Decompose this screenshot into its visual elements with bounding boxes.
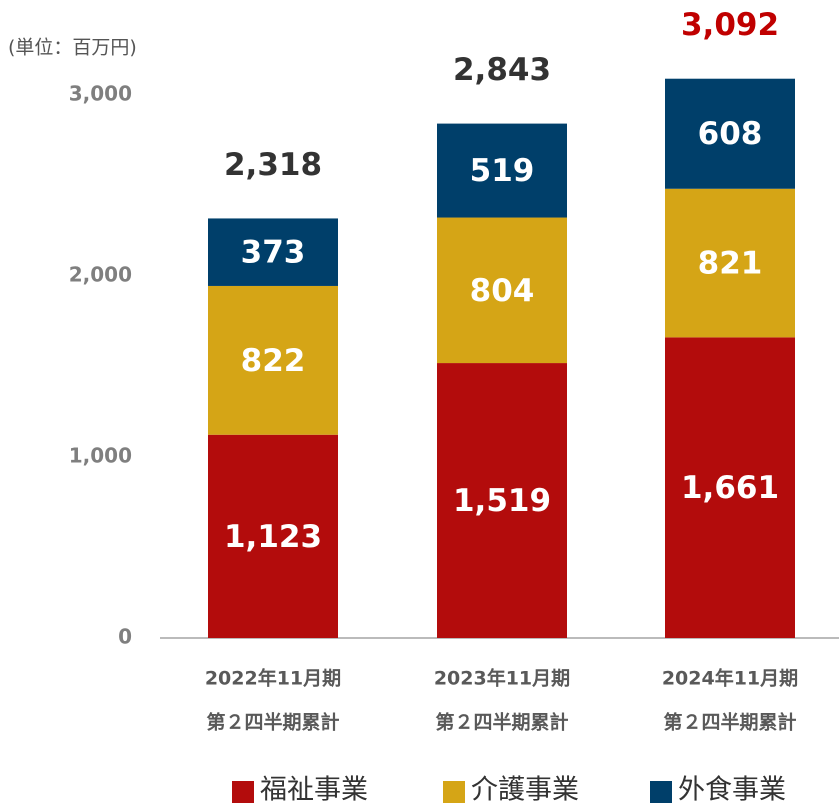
data-label: 1,519 [453, 483, 551, 519]
total-label: 3,092 [681, 7, 779, 43]
bar-segment [665, 78, 795, 189]
legend-label: 介護事業 [471, 775, 579, 805]
bar-segment [437, 123, 567, 218]
data-label: 821 [698, 246, 763, 282]
data-label: 822 [241, 343, 306, 379]
legend-label: 福祉事業 [260, 775, 368, 805]
data-label: 1,661 [681, 470, 779, 506]
bar-segment [665, 188, 795, 338]
bar-segment [437, 217, 567, 364]
data-label: 373 [241, 235, 306, 271]
y-tick-label: 0 [118, 625, 132, 649]
legend-swatch [443, 781, 465, 803]
y-tick-label: 3,000 [69, 82, 132, 106]
unit-label: (単位：百万円) [8, 37, 137, 59]
x-tick-label: 第２四半期累計 [663, 711, 796, 734]
bar-segment [665, 337, 795, 638]
x-tick-label: 2023年11月期 [434, 667, 570, 690]
legend-label: 外食事業 [678, 775, 786, 805]
bar-segment [208, 434, 338, 638]
x-tick-label: 第２四半期累計 [206, 711, 339, 734]
total-label: 2,843 [453, 52, 551, 88]
y-tick-label: 1,000 [69, 444, 132, 468]
legend-swatch [232, 781, 254, 803]
data-label: 1,123 [224, 519, 322, 555]
x-tick-label: 2024年11月期 [662, 667, 798, 690]
bar-segment [208, 285, 338, 435]
x-tick-label: 2022年11月期 [205, 667, 341, 690]
data-label: 608 [698, 116, 763, 152]
legend-swatch [650, 781, 672, 803]
bar-segment [437, 363, 567, 638]
data-label: 804 [470, 273, 535, 309]
x-tick-label: 第２四半期累計 [435, 711, 568, 734]
bar-segment [208, 218, 338, 286]
y-tick-label: 2,000 [69, 263, 132, 287]
data-label: 519 [470, 153, 535, 189]
total-label: 2,318 [224, 147, 322, 183]
